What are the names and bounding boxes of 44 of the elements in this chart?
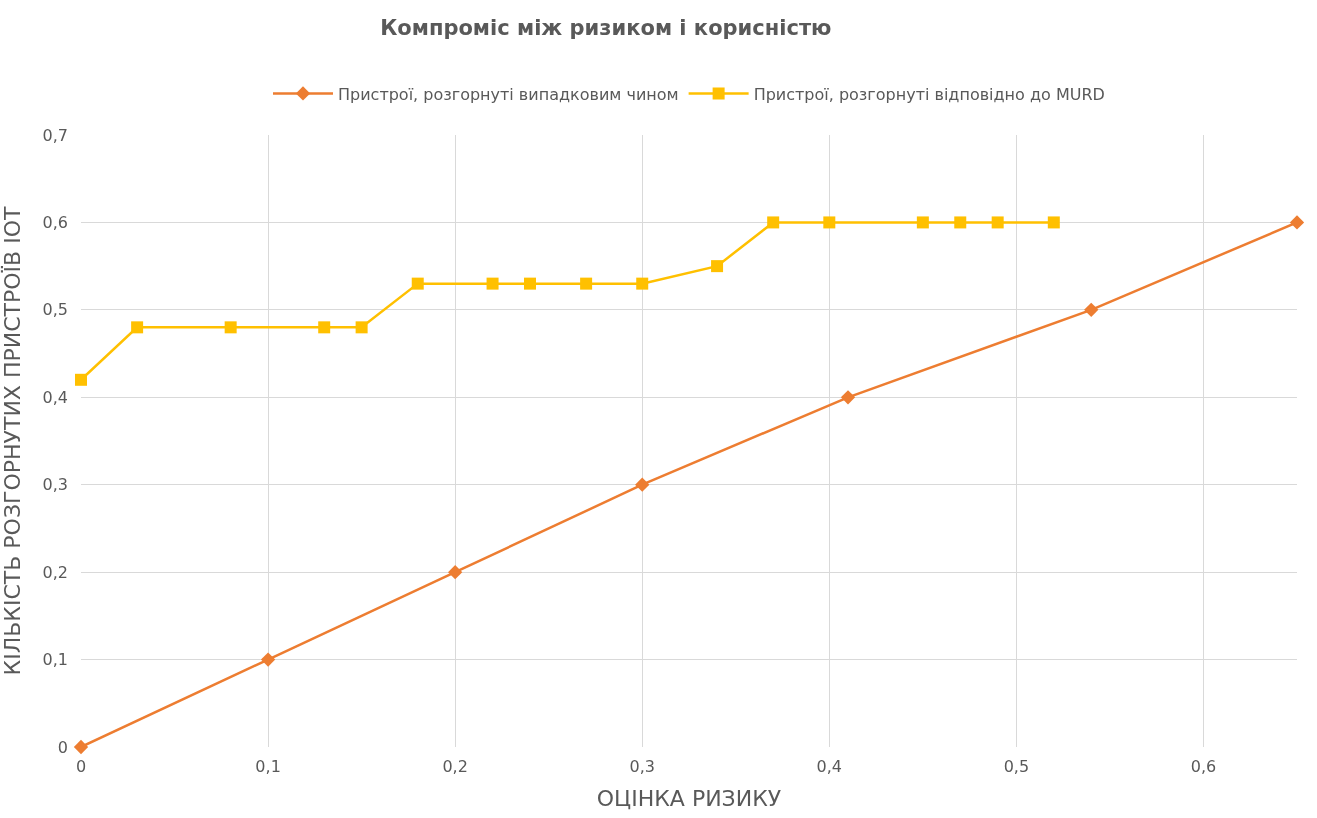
x-axis-title: ОЦІНКА РИЗИКУ <box>596 785 782 811</box>
point <box>523 277 536 290</box>
point <box>355 321 368 334</box>
legend-label: Пристрої, розгорнуті випадковим чином <box>338 84 679 104</box>
point <box>711 260 724 273</box>
x-tick-label: 0,1 <box>255 757 281 776</box>
point <box>486 277 499 290</box>
point <box>767 216 780 229</box>
point <box>1047 216 1060 229</box>
y-tick-label: 0,6 <box>42 213 68 233</box>
point <box>1289 215 1305 230</box>
point <box>636 277 649 290</box>
point <box>75 373 87 386</box>
x-tick-label: 0,2 <box>442 757 468 776</box>
point <box>318 321 331 334</box>
point <box>580 277 593 290</box>
chart-title: Компроміс між ризиком і корисністю <box>380 16 832 41</box>
y-tick-label: 0,5 <box>42 300 68 320</box>
point <box>954 216 967 229</box>
y-tick-label: 0,4 <box>42 387 68 407</box>
legend-label: Пристрої, розгорнуті відповідно до MURD <box>753 84 1105 104</box>
x-tick-label: 0,6 <box>1190 757 1217 776</box>
y-tick-label: 0,7 <box>42 125 68 145</box>
point <box>411 277 424 290</box>
x-tick-label: 0,5 <box>1003 757 1030 776</box>
y-tick-label: 0 <box>57 737 68 757</box>
point <box>224 321 237 334</box>
y-tick-label: 0,1 <box>42 650 68 670</box>
x-tick-label: 0 <box>75 757 87 776</box>
point <box>448 564 463 580</box>
x-tick-label: 0,4 <box>816 757 843 776</box>
point <box>635 477 650 492</box>
y-tick-label: 0,2 <box>42 562 68 582</box>
point <box>73 739 89 755</box>
point <box>840 390 856 405</box>
point <box>991 216 1004 229</box>
point <box>823 216 836 229</box>
point <box>916 216 929 229</box>
y-axis-title: КІЛЬКІСТЬ РОЗГОРНУТИХ ПРИСТРОЇВ IOT <box>0 206 26 676</box>
y-tick-label: 0,3 <box>42 475 68 495</box>
x-tick-label: 0,3 <box>629 757 655 776</box>
point <box>1084 302 1099 318</box>
point <box>260 652 276 667</box>
point <box>131 321 144 334</box>
